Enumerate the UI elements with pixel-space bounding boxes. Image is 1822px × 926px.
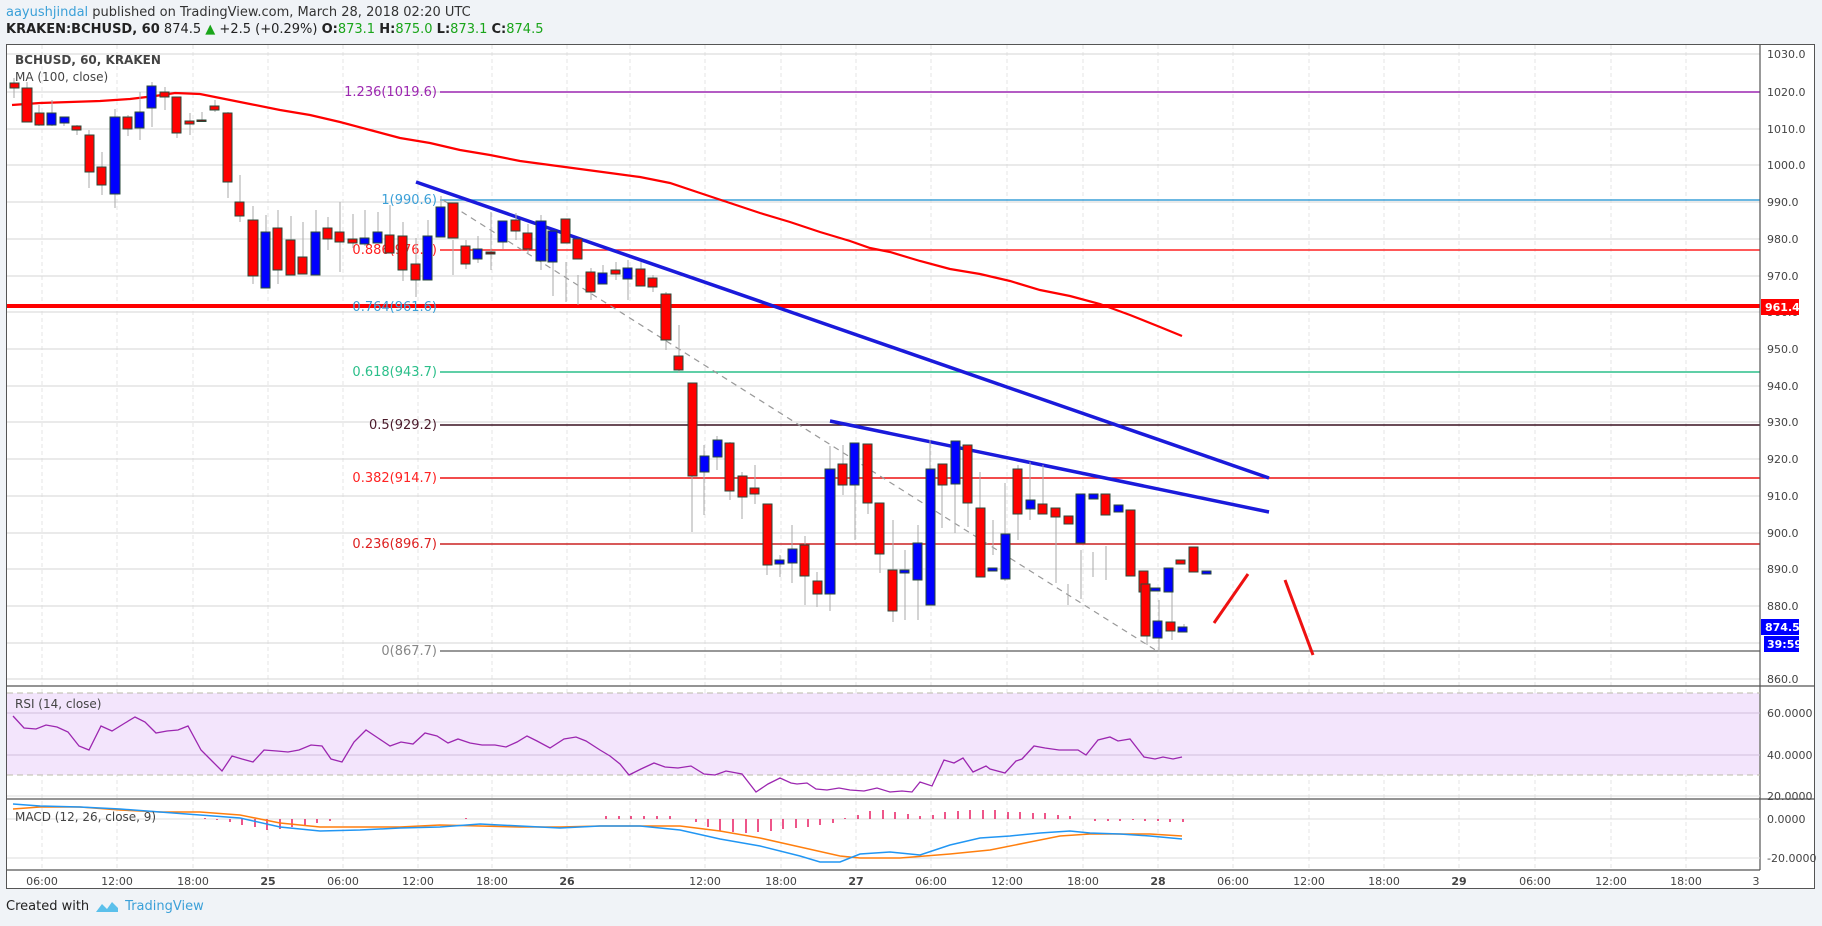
price-tick: 930.0 bbox=[1767, 416, 1799, 429]
rsi-tick: 20.0000 bbox=[1767, 790, 1813, 803]
time-tick: 06:00 bbox=[26, 875, 58, 888]
level-price-tag: 961.4 bbox=[1765, 301, 1800, 314]
fib-label-0764: 0.764(961.6) bbox=[352, 300, 437, 315]
ma-legend[interactable]: MA (100, close) bbox=[15, 70, 108, 84]
time-tick: 25 bbox=[260, 875, 275, 888]
time-tick: 12:00 bbox=[101, 875, 133, 888]
price-tick: 860.0 bbox=[1767, 673, 1799, 686]
rsi-band bbox=[7, 693, 1759, 775]
price-tick: 950.0 bbox=[1767, 343, 1799, 356]
author-link[interactable]: aayushjindal bbox=[6, 5, 89, 20]
last-price-tag: 874.5 bbox=[1765, 621, 1800, 634]
time-tick: 18:00 bbox=[177, 875, 209, 888]
low-label: L: bbox=[436, 22, 451, 37]
price-tick: 1000.0 bbox=[1767, 159, 1806, 172]
time-tick: 28 bbox=[1150, 875, 1165, 888]
time-tick: 26 bbox=[559, 875, 575, 888]
rsi-line bbox=[12, 715, 1183, 793]
time-tick: 12:00 bbox=[1293, 875, 1325, 888]
time-tick: 06:00 bbox=[327, 875, 359, 888]
close-label: C: bbox=[491, 22, 507, 37]
open-value: 873.1 bbox=[337, 22, 376, 37]
price-tick: 940.0 bbox=[1767, 380, 1799, 393]
fib-label-1: 1(990.6) bbox=[381, 193, 437, 208]
fib-anchor-line[interactable] bbox=[442, 199, 1158, 652]
upper-trendline[interactable] bbox=[415, 180, 1270, 480]
price-change: +2.5 (+0.29%) bbox=[219, 22, 318, 37]
price-tick: 970.0 bbox=[1767, 270, 1799, 283]
created-with-label: Created with bbox=[6, 899, 90, 914]
price-tick: 920.0 bbox=[1767, 453, 1799, 466]
last-price: 874.5 bbox=[163, 22, 202, 37]
price-tick: 990.0 bbox=[1767, 196, 1799, 209]
rsi-legend[interactable]: RSI (14, close) bbox=[15, 697, 101, 711]
time-tick: 06:00 bbox=[1519, 875, 1551, 888]
bar-countdown-tag: 39:59 bbox=[1767, 638, 1802, 651]
fib-label-0618: 0.618(943.7) bbox=[352, 365, 437, 380]
price-tick: 1030.0 bbox=[1767, 48, 1806, 61]
high-value: 875.0 bbox=[395, 22, 433, 37]
time-tick: 12:00 bbox=[991, 875, 1023, 888]
moving-average-line bbox=[11, 91, 1183, 338]
time-tick: 06:00 bbox=[915, 875, 947, 888]
price-tick: 1020.0 bbox=[1767, 86, 1806, 99]
time-tick: 12:00 bbox=[689, 875, 721, 888]
fib-label-0236: 0.236(896.7) bbox=[352, 537, 437, 552]
price-tick: 900.0 bbox=[1767, 527, 1799, 540]
macd-legend[interactable]: MACD (12, 26, close, 9) bbox=[15, 810, 156, 824]
fib-label-1236: 1.236(1019.6) bbox=[344, 85, 437, 100]
macd-histogram bbox=[204, 810, 1184, 833]
publish-info: aayushjindal published on TradingView.co… bbox=[6, 5, 471, 20]
published-text: published on TradingView.com, March 28, … bbox=[88, 5, 471, 20]
time-tick: 3 bbox=[1753, 875, 1760, 888]
high-label: H: bbox=[379, 22, 396, 37]
price-tick: 980.0 bbox=[1767, 233, 1799, 246]
time-tick: 29 bbox=[1451, 875, 1466, 888]
macd-tick: 0.0000 bbox=[1767, 813, 1806, 826]
time-tick: 18:00 bbox=[765, 875, 797, 888]
time-tick: 18:00 bbox=[1670, 875, 1702, 888]
time-tick: 06:00 bbox=[1217, 875, 1249, 888]
candlesticks bbox=[9, 78, 1212, 652]
macd-line bbox=[12, 803, 1183, 863]
chart-title: BCHUSD, 60, KRAKEN bbox=[15, 53, 161, 67]
close-value: 874.5 bbox=[506, 22, 544, 37]
time-tick: 18:00 bbox=[476, 875, 508, 888]
macd-tick: -20.0000 bbox=[1767, 852, 1816, 865]
rsi-tick: 40.0000 bbox=[1767, 749, 1813, 762]
time-tick: 18:00 bbox=[1067, 875, 1099, 888]
open-label: O: bbox=[321, 22, 338, 37]
symbol-quote-line: KRAKEN:BCHUSD, 60 874.5 ▲ +2.5 (+0.29%) … bbox=[6, 22, 543, 37]
fib-label-0: 0(867.7) bbox=[381, 644, 437, 659]
symbol-label: KRAKEN:BCHUSD, 60 bbox=[6, 22, 160, 37]
fib-label-05: 0.5(929.2) bbox=[369, 418, 437, 433]
time-tick: 18:00 bbox=[1368, 875, 1400, 888]
time-tick: 27 bbox=[848, 875, 863, 888]
rsi-tick: 60.0000 bbox=[1767, 707, 1813, 720]
fib-label-0382: 0.382(914.7) bbox=[352, 471, 437, 486]
horizontal-gridlines bbox=[7, 53, 1760, 680]
price-tick: 1010.0 bbox=[1767, 123, 1806, 136]
time-tick: 12:00 bbox=[1595, 875, 1627, 888]
lower-trendline[interactable] bbox=[829, 419, 1270, 514]
price-tick: 880.0 bbox=[1767, 600, 1799, 613]
projection-up-stroke[interactable] bbox=[1212, 573, 1250, 624]
tradingview-link[interactable]: TradingView bbox=[125, 899, 204, 914]
up-triangle-icon: ▲ bbox=[205, 22, 216, 37]
footer: Created with TradingView bbox=[6, 899, 204, 914]
time-tick: 12:00 bbox=[402, 875, 434, 888]
projection-down-stroke[interactable] bbox=[1283, 579, 1315, 656]
price-tick: 910.0 bbox=[1767, 490, 1799, 503]
price-tick: 890.0 bbox=[1767, 563, 1799, 576]
tradingview-logo-icon bbox=[96, 901, 119, 912]
low-value: 873.1 bbox=[450, 22, 488, 37]
